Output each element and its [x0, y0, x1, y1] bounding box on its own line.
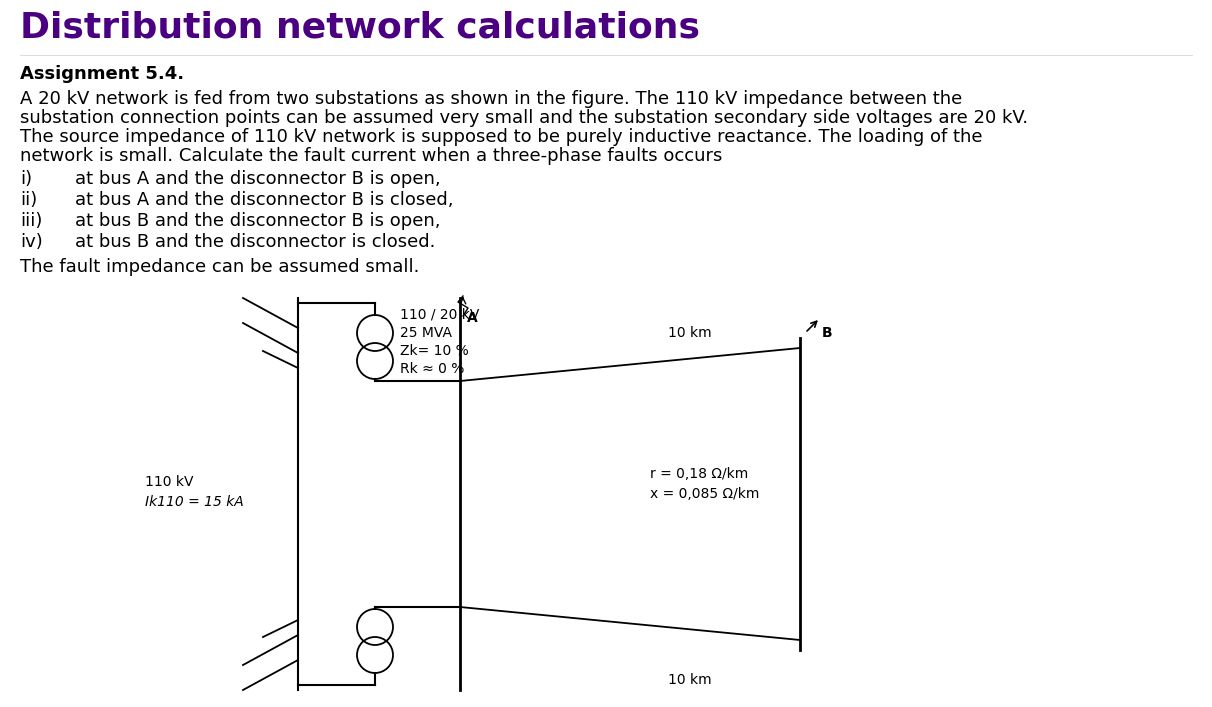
- Text: 10 km: 10 km: [668, 673, 711, 687]
- Text: Zk= 10 %: Zk= 10 %: [400, 344, 469, 358]
- Text: A 20 kV network is fed from two substations as shown in the figure. The 110 kV i: A 20 kV network is fed from two substati…: [21, 90, 962, 108]
- Text: substation connection points can be assumed very small and the substation second: substation connection points can be assu…: [21, 109, 1028, 127]
- Text: 10 km: 10 km: [668, 326, 711, 340]
- Text: r = 0,18 Ω/km: r = 0,18 Ω/km: [650, 467, 748, 481]
- Text: B: B: [822, 326, 833, 340]
- Text: x = 0,085 Ω/km: x = 0,085 Ω/km: [650, 487, 760, 501]
- Text: ii): ii): [21, 191, 38, 209]
- Text: Assignment 5.4.: Assignment 5.4.: [21, 65, 184, 83]
- Text: 110 / 20 kV: 110 / 20 kV: [400, 308, 480, 322]
- Text: 110 kV: 110 kV: [145, 475, 194, 489]
- Text: Rk ≈ 0 %: Rk ≈ 0 %: [400, 362, 464, 376]
- Text: network is small. Calculate the fault current when a three-phase faults occurs: network is small. Calculate the fault cu…: [21, 147, 722, 165]
- Text: at bus A and the disconnector B is open,: at bus A and the disconnector B is open,: [75, 170, 441, 188]
- Text: The source impedance of 110 kV network is supposed to be purely inductive reacta: The source impedance of 110 kV network i…: [21, 128, 983, 146]
- Text: iii): iii): [21, 212, 42, 230]
- Text: iv): iv): [21, 233, 42, 251]
- Text: 25 MVA: 25 MVA: [400, 326, 452, 340]
- Text: A: A: [467, 311, 478, 325]
- Text: at bus B and the disconnector B is open,: at bus B and the disconnector B is open,: [75, 212, 440, 230]
- Text: Ik110 = 15 kA: Ik110 = 15 kA: [145, 495, 244, 509]
- Text: Distribution network calculations: Distribution network calculations: [21, 10, 701, 44]
- Text: i): i): [21, 170, 33, 188]
- Text: at bus B and the disconnector is closed.: at bus B and the disconnector is closed.: [75, 233, 435, 251]
- Text: The fault impedance can be assumed small.: The fault impedance can be assumed small…: [21, 258, 419, 276]
- Text: at bus A and the disconnector B is closed,: at bus A and the disconnector B is close…: [75, 191, 453, 209]
